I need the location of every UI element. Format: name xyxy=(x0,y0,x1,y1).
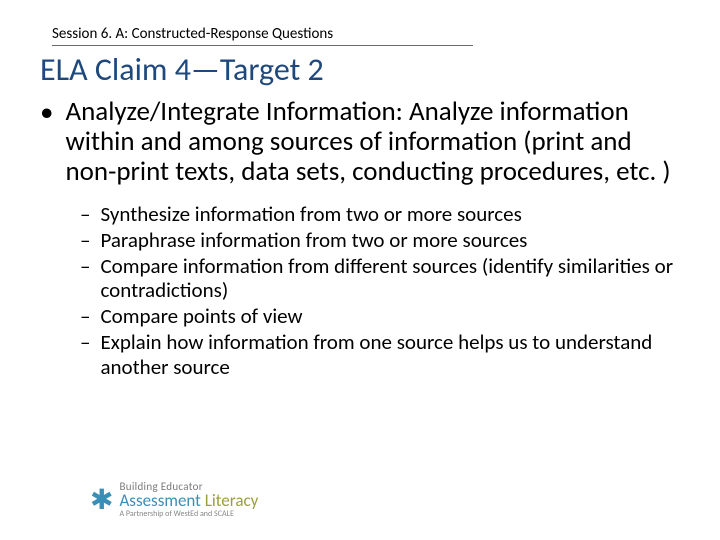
slide-container: Session 6. A: Constructed-Response Quest… xyxy=(0,0,720,540)
logo-line2: Assessment Literacy xyxy=(119,492,258,509)
dash-marker: – xyxy=(80,254,90,302)
list-item: – Paraphrase information from two or mor… xyxy=(80,228,680,252)
dash-marker: – xyxy=(80,330,90,378)
dash-marker: – xyxy=(80,202,90,226)
logo-word-assessment: Assessment xyxy=(119,490,200,511)
logo-word-literacy: Literacy xyxy=(201,490,258,511)
main-bullet-text: Analyze/Integrate Information: Analyze i… xyxy=(65,97,680,188)
main-bullet: • Analyze/Integrate Information: Analyze… xyxy=(40,97,680,188)
bullet-marker: • xyxy=(40,97,53,188)
dash-marker: – xyxy=(80,228,90,252)
sub-item-text: Compare information from different sourc… xyxy=(100,254,680,302)
logo-text-block: Building Educator Assessment Literacy A … xyxy=(119,481,258,518)
list-item: – Compare information from different sou… xyxy=(80,254,680,302)
slide-title: ELA Claim 4—Target 2 xyxy=(40,50,680,89)
star-icon: ✱ xyxy=(90,486,113,514)
sub-bullet-list: – Synthesize information from two or mor… xyxy=(80,202,680,379)
list-item: – Synthesize information from two or mor… xyxy=(80,202,680,226)
logo-line3: A Partnership of WestEd and SCALE xyxy=(119,510,258,518)
sub-item-text: Paraphrase information from two or more … xyxy=(100,228,680,252)
sub-item-text: Explain how information from one source … xyxy=(100,330,680,378)
list-item: – Compare points of view xyxy=(80,304,680,328)
footer-logo: ✱ Building Educator Assessment Literacy … xyxy=(90,481,258,518)
session-label: Session 6. A: Constructed-Response Quest… xyxy=(52,25,473,46)
sub-item-text: Compare points of view xyxy=(100,304,680,328)
list-item: – Explain how information from one sourc… xyxy=(80,330,680,378)
sub-item-text: Synthesize information from two or more … xyxy=(100,202,680,226)
dash-marker: – xyxy=(80,304,90,328)
